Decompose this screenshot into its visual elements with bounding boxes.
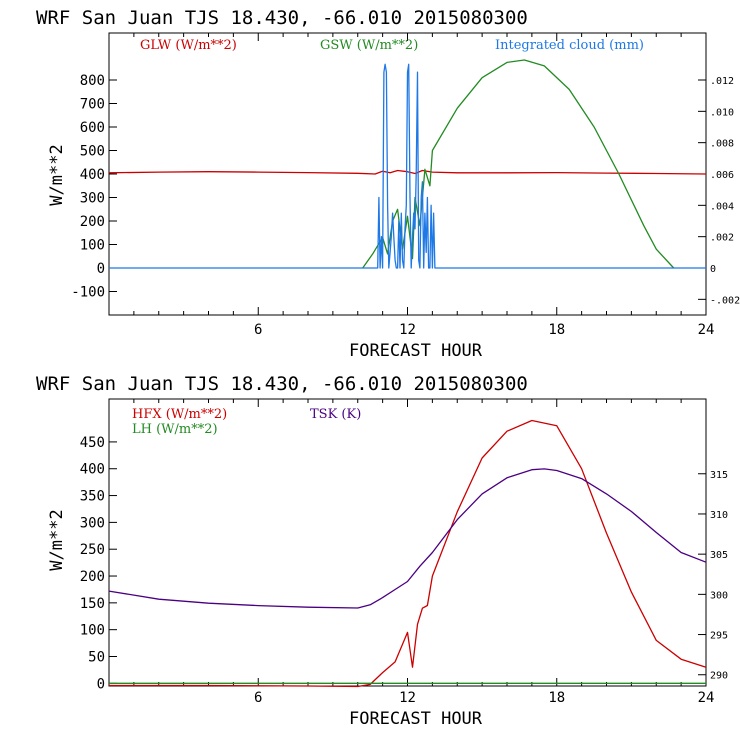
surface-flux-chart: WRF San Juan TJS 18.430, -66.010 2015080… [36, 373, 728, 729]
legend-entry: HFX (W/m**2) [132, 407, 227, 422]
y-axis-label: W/m**2 [47, 144, 67, 205]
legend-entry: Integrated cloud (mm) [495, 38, 644, 53]
y2-tick-label: 305 [710, 550, 728, 561]
y2-tick-label: .008 [710, 139, 734, 150]
x-axis-label: FORECAST HOUR [349, 341, 483, 361]
y-tick-label: 0 [97, 261, 105, 277]
y-tick-label: 400 [80, 167, 105, 183]
plot-frame [108, 398, 707, 687]
x-tick-label: 18 [548, 322, 565, 338]
y-tick-label: 350 [80, 489, 105, 505]
legend-entry: GSW (W/m**2) [320, 38, 418, 53]
chart-title: WRF San Juan TJS 18.430, -66.010 2015080… [36, 7, 528, 29]
y-tick-label: 100 [80, 623, 105, 639]
x-axis-label: FORECAST HOUR [349, 709, 483, 729]
y2-tick-label: 315 [710, 470, 728, 481]
series-line [108, 169, 707, 175]
x-tick-label: 24 [698, 690, 715, 706]
y-tick-label: 200 [80, 569, 105, 585]
y-tick-label: 400 [80, 462, 105, 478]
y-tick-label: 200 [80, 214, 105, 230]
y-tick-label: 50 [88, 649, 105, 665]
y-tick-label: 150 [80, 596, 105, 612]
y-tick-label: -100 [71, 285, 105, 301]
y-axis-label: W/m**2 [47, 509, 67, 570]
y2-tick-label: 295 [710, 631, 728, 642]
x-tick-label: 6 [254, 690, 262, 706]
series-line [109, 419, 707, 688]
y2-tick-label: .010 [710, 107, 734, 118]
x-tick-label: 12 [399, 690, 416, 706]
y2-tick-label: .004 [710, 201, 734, 212]
y2-tick-label: .012 [710, 76, 734, 87]
y-tick-label: 800 [80, 73, 105, 89]
x-tick-label: 6 [254, 322, 262, 338]
y-tick-label: 0 [97, 676, 105, 692]
y-tick-label: 300 [80, 191, 105, 207]
y-tick-label: 250 [80, 542, 105, 558]
series-line [109, 63, 706, 269]
y-tick-label: 100 [80, 238, 105, 254]
y-tick-label: 500 [80, 144, 105, 160]
legend-entry: TSK (K) [310, 407, 361, 422]
chart-title: WRF San Juan TJS 18.430, -66.010 2015080… [36, 373, 528, 395]
legend-entry: GLW (W/m**2) [140, 38, 237, 53]
y-tick-label: 450 [80, 435, 105, 451]
y-tick-label: 300 [80, 515, 105, 531]
y2-tick-label: 300 [710, 590, 728, 601]
x-tick-label: 24 [698, 322, 715, 338]
radiation-chart: WRF San Juan TJS 18.430, -66.010 2015080… [36, 7, 740, 361]
y2-tick-label: 290 [710, 671, 728, 682]
y-tick-label: 700 [80, 97, 105, 113]
y-tick-label: 600 [80, 120, 105, 136]
y2-tick-label: -.002 [710, 295, 740, 306]
y2-tick-label: .002 [710, 233, 734, 244]
y2-tick-label: .006 [710, 170, 734, 181]
legend-entry: LH (W/m**2) [132, 422, 218, 437]
series-line [108, 468, 707, 609]
x-tick-label: 18 [548, 690, 565, 706]
x-tick-label: 12 [399, 322, 416, 338]
y2-tick-label: 310 [710, 510, 728, 521]
y2-tick-label: 0 [710, 264, 716, 275]
